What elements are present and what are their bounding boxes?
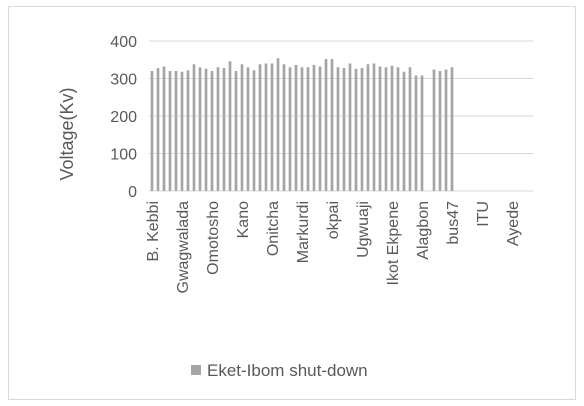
bar	[162, 66, 166, 191]
bar	[378, 66, 382, 191]
x-tick-label: Kano	[235, 201, 252, 238]
bar	[432, 69, 436, 191]
bar	[438, 71, 442, 191]
bar	[216, 67, 220, 191]
x-tick-label: Markurdi	[295, 201, 312, 263]
y-tick-label: 200	[110, 109, 137, 126]
legend-swatch	[191, 365, 201, 375]
bar	[330, 59, 334, 191]
x-tick-label: okpai	[325, 201, 342, 239]
y-tick-label: 300	[110, 72, 137, 89]
bar	[408, 67, 412, 191]
bar	[156, 68, 160, 191]
y-axis-title: Voltage(Kv)	[57, 87, 77, 180]
bar	[186, 70, 190, 191]
x-tick-labels: B. Kebbi Gwagwalada Omotosho Kano Onitcha Mar…	[145, 201, 522, 294]
bar	[366, 64, 370, 191]
bar	[354, 68, 358, 191]
bar	[204, 68, 208, 191]
bar	[288, 67, 292, 191]
bar	[252, 70, 256, 191]
chart-frame: 0 100 200 300 400 B. Kebbi Gwagwalada Omotosho…	[8, 6, 576, 400]
bar	[174, 71, 178, 191]
bar	[234, 71, 238, 191]
y-tick-labels: 0 100 200 300 400	[110, 34, 137, 201]
bar	[168, 71, 172, 191]
x-tick-label: Gwagwalada	[175, 201, 192, 294]
bar	[246, 67, 250, 191]
bar	[270, 63, 274, 191]
bar	[444, 69, 448, 191]
bar	[300, 67, 304, 191]
legend: Eket-Ibom shut-down	[191, 361, 368, 380]
y-tick-label: 400	[110, 34, 137, 51]
bar	[336, 67, 340, 191]
bar	[240, 64, 244, 191]
bar	[342, 68, 346, 191]
y-tick-label: 0	[128, 184, 137, 201]
y-tick-label: 100	[110, 147, 137, 164]
bar	[150, 71, 154, 191]
bar	[420, 75, 424, 191]
bars	[150, 58, 454, 191]
bar	[402, 71, 406, 191]
bar	[294, 65, 298, 191]
bar	[390, 65, 394, 191]
x-tick-label: Ugwuaji	[355, 201, 372, 258]
bar	[324, 59, 328, 191]
bar	[180, 71, 184, 191]
x-tick-label: Ikot Ekpene	[385, 201, 402, 286]
bar	[414, 75, 418, 191]
bar	[222, 68, 226, 191]
legend-label: Eket-Ibom shut-down	[207, 361, 368, 380]
bar	[306, 67, 310, 191]
x-tick-label: Onitcha	[265, 201, 282, 256]
bar	[192, 64, 196, 191]
bar	[210, 71, 214, 191]
bar-chart: 0 100 200 300 400 B. Kebbi Gwagwalada Omotosho…	[57, 34, 533, 380]
bar	[396, 67, 400, 191]
bar	[282, 64, 286, 191]
bar	[372, 63, 376, 191]
bar	[264, 63, 268, 191]
x-tick-label: Omotosho	[205, 201, 222, 275]
bar	[198, 67, 202, 191]
bar	[276, 58, 280, 191]
x-tick-label: Ayede	[505, 201, 522, 246]
bar	[312, 65, 316, 191]
bar	[450, 67, 454, 191]
bar	[360, 68, 364, 191]
x-tick-label: ITU	[475, 201, 492, 227]
bar	[318, 66, 322, 191]
x-tick-label: B. Kebbi	[145, 201, 162, 261]
bar	[348, 63, 352, 191]
bar	[384, 67, 388, 191]
bar	[258, 64, 262, 191]
bar	[228, 61, 232, 191]
x-tick-label: Alagbon	[415, 201, 432, 260]
x-tick-label: bus47	[445, 201, 462, 245]
